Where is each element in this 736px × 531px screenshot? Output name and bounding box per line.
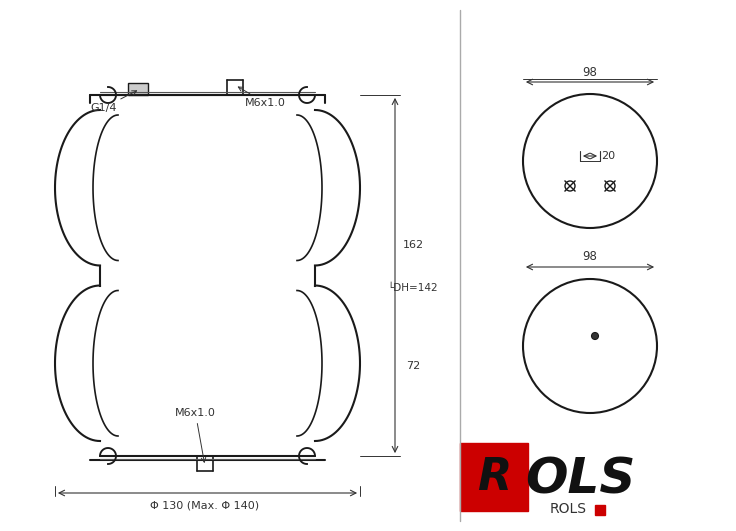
Text: ROLS: ROLS: [550, 502, 587, 516]
Text: M6x1.0: M6x1.0: [238, 87, 286, 108]
Text: 98: 98: [583, 251, 598, 263]
Bar: [460, 443, 528, 511]
Text: R: R: [477, 456, 511, 499]
Text: OLS: OLS: [525, 455, 635, 503]
Text: M6x1.0: M6x1.0: [175, 408, 216, 462]
Text: Φ 130 (Max. Φ 140): Φ 130 (Max. Φ 140): [150, 501, 260, 511]
Bar: [128, 83, 148, 95]
Circle shape: [592, 332, 598, 339]
Text: G1/4: G1/4: [90, 91, 137, 113]
Text: 162: 162: [403, 241, 423, 251]
Text: └DH=142: └DH=142: [388, 283, 439, 293]
Text: 72: 72: [406, 361, 420, 371]
Text: 98: 98: [583, 65, 598, 79]
Text: 20: 20: [601, 151, 615, 161]
Bar: [595, 505, 605, 515]
